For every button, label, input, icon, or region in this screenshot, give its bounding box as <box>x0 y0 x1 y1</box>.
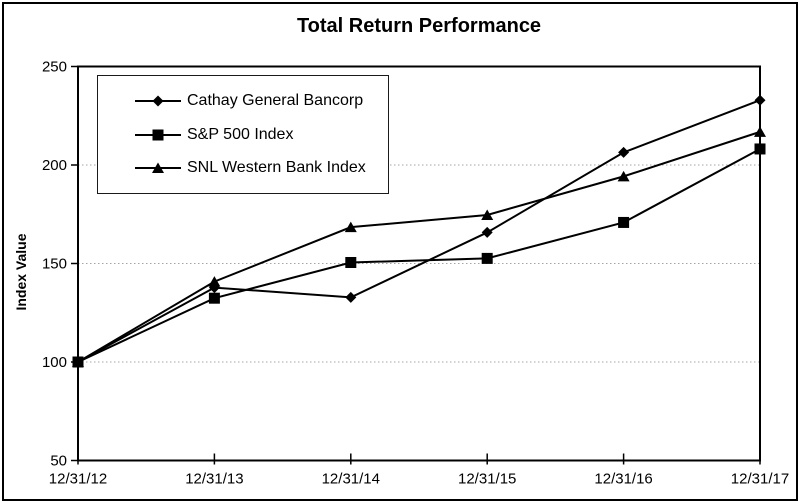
series-line-snl-western-bank-index <box>77 130 761 363</box>
legend-label: Cathay General Bancorp <box>187 91 364 109</box>
series-line-s-p-500-index <box>77 148 761 363</box>
y-tick-label: 150 <box>42 256 67 273</box>
square-marker-s-p-500-index <box>618 216 630 228</box>
triangle-marker-snl-western-bank-index <box>481 209 494 220</box>
y-tick-label: 100 <box>42 354 67 371</box>
diamond-marker-icon <box>135 95 181 107</box>
square-marker-s-p-500-index <box>754 143 766 155</box>
x-tick-label: 12/31/12 <box>49 471 107 488</box>
square-marker-icon <box>135 129 181 140</box>
triangle-marker-snl-western-bank-index <box>208 276 221 287</box>
diamond-marker-cathay-general-bancorp <box>481 226 493 238</box>
legend-label: S&P 500 Index <box>187 125 294 143</box>
y-tick-label: 250 <box>42 59 67 76</box>
square-legend-marker <box>152 129 164 140</box>
triangle-legend-marker <box>152 162 164 174</box>
diamond-marker-cathay-general-bancorp <box>345 291 357 303</box>
square-marker-s-p-500-index <box>208 292 220 304</box>
triangle-marker-snl-western-bank-index <box>617 170 630 182</box>
legend-entry-snl-western-bank-index: SNL Western Bank Index <box>135 159 388 177</box>
x-tick-label: 12/31/16 <box>594 471 652 488</box>
diamond-legend-marker <box>152 95 164 107</box>
y-tick-label: 50 <box>50 453 67 470</box>
square-marker-s-p-500-index <box>345 256 357 268</box>
square-marker-s-p-500-index <box>481 252 493 264</box>
triangle-marker-snl-western-bank-index <box>344 221 357 233</box>
legend-entry-sp-500-index: S&P 500 Index <box>135 126 388 144</box>
x-tick-label: 12/31/17 <box>731 471 789 488</box>
legend: Cathay General Bancorp S&P 500 Index SNL… <box>97 75 389 194</box>
legend-label: SNL Western Bank Index <box>187 159 366 177</box>
series-line-cathay-general-bancorp <box>77 99 761 363</box>
triangle-marker-snl-western-bank-index <box>754 126 766 137</box>
x-tick-label: 12/31/13 <box>185 471 243 488</box>
diamond-marker-cathay-general-bancorp <box>754 94 766 106</box>
triangle-marker-snl-western-bank-index <box>72 356 84 367</box>
triangle-marker-icon <box>135 162 181 174</box>
legend-entry-cathay-general-bancorp: Cathay General Bancorp <box>135 92 388 110</box>
x-tick-label: 12/31/15 <box>458 471 516 488</box>
y-tick-label: 200 <box>42 157 67 174</box>
chart-title: Total Return Performance <box>296 15 542 37</box>
x-tick-label: 12/31/14 <box>322 471 380 488</box>
diamond-marker-cathay-general-bancorp <box>618 146 630 158</box>
